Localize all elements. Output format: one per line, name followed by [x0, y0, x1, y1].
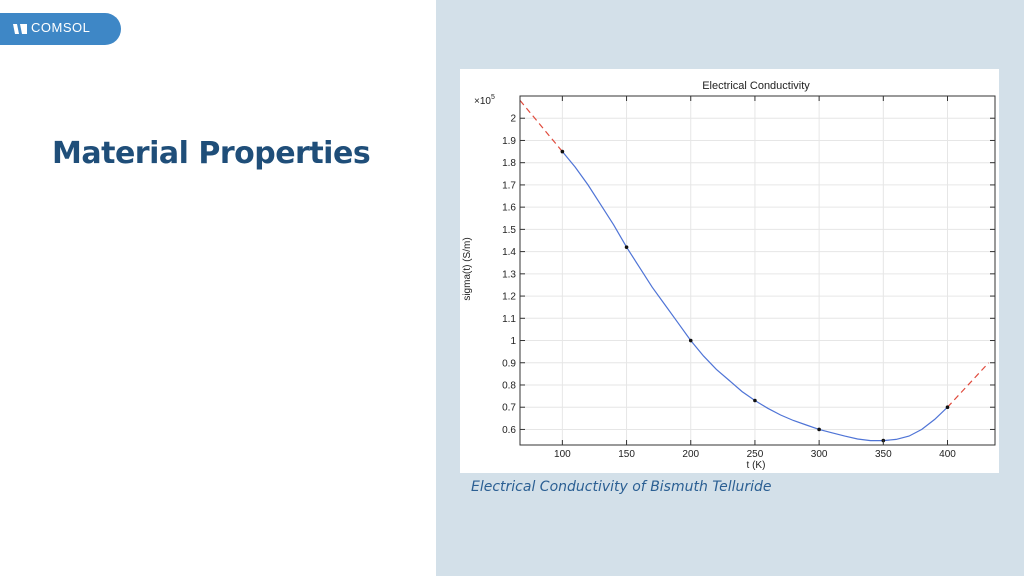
y-tick-label: 1.6: [502, 203, 516, 214]
y-multiplier-base: ×10: [474, 96, 491, 107]
x-tick-label: 100: [554, 449, 571, 460]
data-point: [624, 245, 629, 249]
extrapolation-segment: [947, 362, 990, 408]
y-tick-labels: 0.6 0.7 0.8 0.9 1 1.1 1.2 1.3 1.4 1.5 1.6 1.7 1.8 1.9…: [502, 114, 516, 436]
logo-text: COMSOL: [31, 20, 91, 35]
y-tick-label: 1.8: [502, 158, 516, 169]
page-title: Material Properties: [52, 136, 371, 171]
y-tick-label: 0.7: [502, 403, 516, 414]
data-point: [945, 405, 950, 410]
x-tick-label: 250: [747, 449, 764, 460]
y-tick-label: 1.5: [502, 225, 516, 236]
x-axis-label: t (K): [747, 460, 766, 471]
y-multiplier: ×105: [474, 94, 495, 107]
data-point: [560, 149, 565, 154]
data-points: [560, 149, 950, 443]
data-point: [817, 427, 821, 432]
y-multiplier-exponent: 5: [491, 94, 495, 101]
y-tick-label: 2: [510, 114, 516, 125]
y-tick-label: 1.1: [502, 314, 516, 325]
conductivity-chart: Electrical Conductivity 100 150 200 250 300 3…: [462, 80, 996, 471]
x-tick-label: 200: [682, 449, 699, 460]
y-tick-label: 1.7: [502, 180, 516, 191]
x-tick-label: 350: [875, 449, 892, 460]
data-point: [753, 398, 757, 403]
y-tick-label: 1.9: [502, 136, 516, 147]
chart-caption: Electrical Conductivity of Bismuth Tellu…: [471, 479, 772, 495]
x-tick-labels: 100 150 200 250 300 350 400: [554, 449, 956, 460]
extrapolation-lines: [519, 100, 990, 408]
chart-card: Electrical Conductivity 100 150 200 250 300 3…: [460, 69, 999, 473]
x-tick-label: 300: [811, 449, 828, 460]
y-axis-label: sigma(t) (S/m): [462, 237, 473, 300]
y-tick-label: 0.6: [502, 425, 516, 436]
comsol-logo-icon: [13, 24, 27, 34]
y-tick-label: 0.9: [502, 358, 516, 369]
y-tick-label: 1.4: [502, 247, 516, 258]
plot-frame: [519, 95, 996, 446]
x-tick-label: 400: [939, 449, 956, 460]
comsol-logo: COMSOL: [0, 13, 121, 45]
x-tick-label: 150: [618, 449, 635, 460]
chart-grid: [520, 96, 995, 445]
y-tick-label: 1.3: [502, 269, 516, 280]
left-panel: COMSOL Material Properties: [0, 0, 436, 576]
y-tick-label: 1: [510, 336, 516, 347]
chart-axes: [519, 95, 996, 446]
chart-title: Electrical Conductivity: [702, 80, 810, 92]
y-tick-label: 1.2: [502, 292, 516, 303]
extrapolation-segment: [519, 100, 563, 152]
data-point: [688, 338, 693, 343]
y-tick-label: 0.8: [502, 380, 516, 391]
